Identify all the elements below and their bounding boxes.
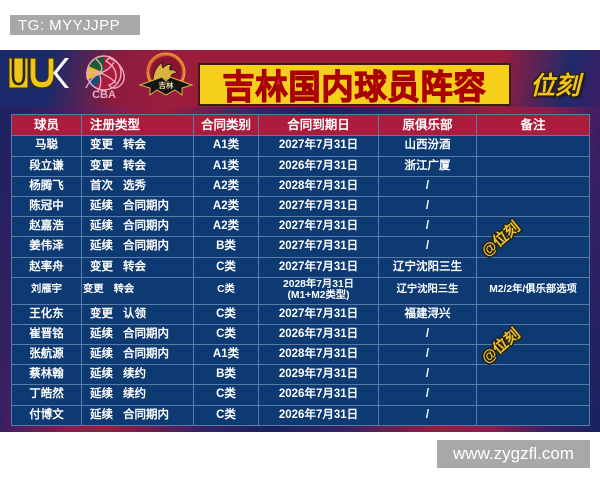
svg-text:吉林: 吉林 xyxy=(159,80,174,90)
svg-text:CBA: CBA xyxy=(92,89,116,99)
